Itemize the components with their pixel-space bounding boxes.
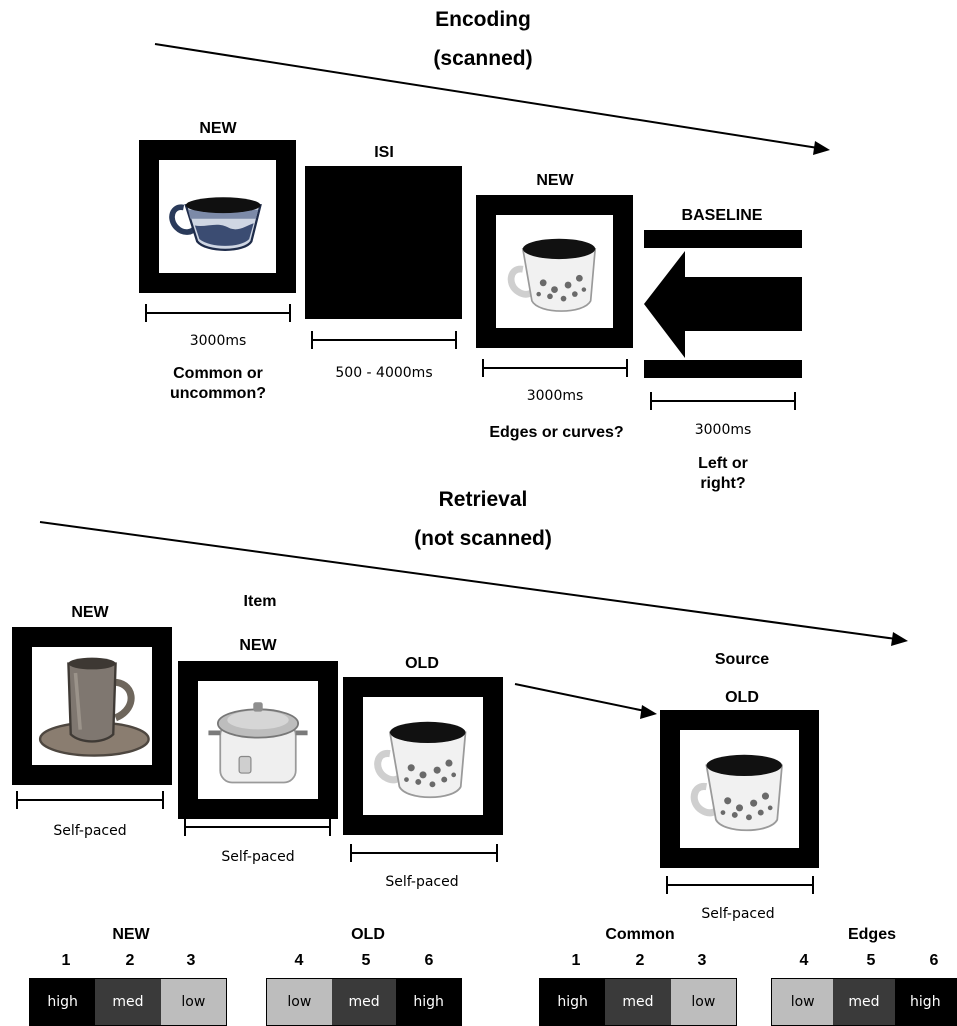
encoding-frame-3-label: NEW [536, 172, 574, 189]
encoding-frame-1-duration: 3000ms [189, 333, 247, 349]
item-scale-number-4: 4 [294, 952, 304, 969]
retrieval-frame-3-label: OLD [405, 655, 439, 672]
retrieval-frame-1-label: NEW [71, 604, 109, 621]
retrieval-frame-4-label: OLD [725, 689, 759, 706]
item-scale-number-6: 6 [424, 952, 434, 969]
item-response-3-button[interactable]: low [160, 979, 226, 1025]
retrieval-time-arrow [39, 521, 897, 640]
source-response-2-button[interactable]: med [605, 979, 671, 1025]
item-scale-old-label: OLD [351, 926, 385, 943]
item-scale-number-5: 5 [361, 952, 371, 969]
encoding-frame-1-label: NEW [199, 120, 237, 137]
encoding-time-arrow [154, 43, 819, 149]
item-scale-new-buttons: high med low [29, 978, 227, 1026]
encoding-frame-1 [139, 140, 296, 293]
source-scale-number-2: 2 [635, 952, 645, 969]
retrieval-time-arrowhead [891, 632, 908, 646]
source-scale-number-6: 6 [929, 952, 939, 969]
encoding-frame-2-duration: 500 - 4000ms [335, 365, 433, 381]
source-scale-edges-label: Edges [847, 926, 896, 943]
item-scale-number-2: 2 [125, 952, 135, 969]
item-to-source-arrow [514, 683, 646, 712]
source-phase-label: Source [714, 651, 770, 668]
source-response-5-button[interactable]: med [833, 979, 895, 1025]
encoding-frame-3 [476, 195, 633, 348]
floral-teacup-image [507, 238, 597, 312]
retrieval-frame-3 [343, 677, 503, 835]
baseline-duration: 3000ms [694, 422, 752, 438]
retrieval-frame-2 [178, 661, 338, 819]
source-scale-common-label: Common [605, 926, 675, 943]
baseline-question: Left or right? [698, 455, 748, 492]
item-scale-new-label: NEW [112, 926, 150, 943]
item-response-6-button[interactable]: high [396, 979, 462, 1025]
encoding-frame-3-question: Edges or curves? [489, 424, 624, 441]
item-response-2-button[interactable]: med [95, 979, 161, 1025]
item-response-5-button[interactable]: med [331, 979, 397, 1025]
retrieval-frame-2-duration: Self-paced [221, 849, 295, 865]
source-response-1-button[interactable]: high [540, 979, 606, 1025]
clay-mug-saucer-image [38, 657, 150, 757]
item-response-1-button[interactable]: high [30, 979, 96, 1025]
retrieval-frame-4-duration: Self-paced [701, 906, 775, 922]
item-scale-old-buttons: low med high [266, 978, 462, 1026]
retrieval-subtitle: (not scanned) [414, 527, 552, 550]
source-scale-number-3: 3 [697, 952, 707, 969]
item-scale-number-3: 3 [186, 952, 196, 969]
blue-teacup-image [169, 197, 262, 251]
retrieval-frame-2-label: NEW [239, 637, 277, 654]
source-scale-number-1: 1 [571, 952, 581, 969]
encoding-title: Encoding [435, 8, 531, 31]
baseline-left-arrow-stimulus [644, 230, 802, 378]
retrieval-frame-1 [12, 627, 172, 785]
item-scale-number-1: 1 [61, 952, 71, 969]
encoding-time-arrowhead [813, 141, 830, 155]
duration-brackets [16, 304, 814, 894]
floral-teacup-image [690, 754, 783, 832]
item-to-source-arrowhead [640, 705, 657, 719]
isi-blank-frame [305, 166, 462, 319]
encoding-frame-1-question: Common or uncommon? [170, 365, 266, 402]
encoding-frame-3-duration: 3000ms [526, 388, 584, 404]
source-scale-edges-buttons: low med high [771, 978, 957, 1026]
floral-teacup-image [374, 721, 467, 799]
retrieval-title: Retrieval [438, 488, 528, 511]
baseline-label: BASELINE [681, 207, 763, 224]
source-response-3-button[interactable]: low [670, 979, 736, 1025]
source-response-6-button[interactable]: high [894, 979, 956, 1025]
item-phase-label: Item [243, 593, 277, 610]
rice-cooker-image [208, 702, 308, 784]
source-scale-number-5: 5 [866, 952, 876, 969]
source-response-4-button[interactable]: low [772, 979, 834, 1025]
source-scale-common-buttons: high med low [539, 978, 737, 1026]
encoding-subtitle: (scanned) [433, 47, 533, 70]
item-response-4-button[interactable]: low [267, 979, 332, 1025]
source-scale-number-4: 4 [799, 952, 809, 969]
retrieval-frame-4 [660, 710, 819, 868]
encoding-frame-2-label: ISI [374, 144, 394, 161]
retrieval-frame-1-duration: Self-paced [53, 823, 127, 839]
retrieval-frame-3-duration: Self-paced [385, 874, 459, 890]
